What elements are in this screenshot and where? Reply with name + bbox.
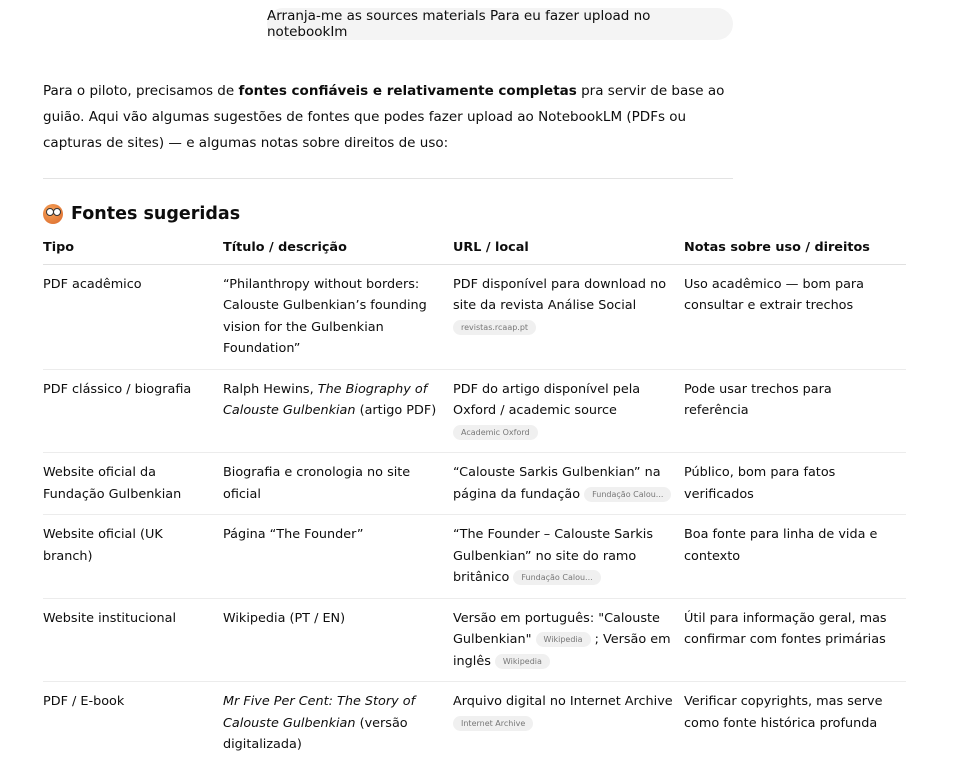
source-chip[interactable]: Wikipedia: [535, 632, 591, 647]
table-row: PDF acadêmico “Philanthropy without borde…: [43, 264, 906, 370]
header-url: URL / local: [453, 236, 684, 265]
cell-titulo: Mr Five Per Cent: The Story of Calouste …: [223, 682, 453, 765]
cell-notas: Útil para informação geral, mas confirma…: [684, 598, 906, 682]
header-notas: Notas sobre uso / direitos: [684, 236, 906, 265]
cell-url: Arquivo digital no Internet Archive Inter…: [453, 682, 684, 765]
cell-tipo: Website oficial da Fundação Gulbenkian: [43, 452, 223, 515]
cell-url: Versão em português: "Calouste Gulbenkia…: [453, 598, 684, 682]
cell-url: “The Founder – Calouste Sarkis Gulbenkia…: [453, 514, 684, 599]
header-tipo: Tipo: [43, 236, 223, 265]
cell-notas: Uso acadêmico — bom para consultar e ext…: [684, 264, 906, 370]
table-row: PDF / E-book Mr Five Per Cent: The Story …: [43, 682, 906, 765]
intro-text: Para o piloto, precisamos de: [43, 83, 239, 99]
cell-tipo: PDF / E-book: [43, 694, 125, 709]
source-chip[interactable]: Fundação Calou...: [584, 486, 672, 502]
cell-titulo: Biografia e cronologia no site oficial: [223, 452, 453, 515]
cell-url: PDF disponível para download no site da …: [453, 264, 684, 370]
cell-tipo: Website oficial (UK branch): [43, 514, 223, 599]
intro-paragraph: Para o piloto, precisamos de fontes conf…: [43, 78, 743, 156]
table-header-row: Tipo Título / descrição URL / local Nota…: [43, 236, 906, 265]
table-row: PDF clássico / biografia Ralph Hewins, Th…: [43, 369, 906, 453]
cell-url: PDF do artigo disponível pela Oxford / a…: [453, 369, 684, 453]
titulo-text: (artigo PDF): [355, 403, 437, 418]
divider: [43, 178, 733, 179]
user-message-bubble: Arranja-me as sources materials Para eu …: [267, 8, 733, 40]
cell-tipo: PDF acadêmico: [43, 264, 223, 370]
intro-text-rest: pra servir de base ao guião. Aqui vão al…: [43, 83, 725, 151]
url-text: Versão em português: "Calouste Gulbenkia…: [453, 610, 660, 648]
face-with-monocle-emoji-icon: [43, 204, 63, 224]
table-row: Website oficial (UK branch) Página “The F…: [43, 514, 906, 599]
user-message-text: Arranja-me as sources materials Para eu …: [267, 8, 651, 40]
url-text: Arquivo digital no Internet Archive: [453, 694, 673, 709]
intro-bold-text: fontes confiáveis e relativamente comple…: [238, 83, 577, 99]
titulo-text: Biografia e cronologia no site oficial: [223, 465, 411, 502]
cell-notas: Boa fonte para linha de vida e contexto: [684, 514, 906, 599]
table-row: Website institucional Wikipedia (PT / EN)…: [43, 598, 906, 682]
cell-titulo: Página “The Founder”: [223, 514, 453, 599]
titulo-text: Mr Five Per Cent: The Story of Calouste …: [223, 694, 416, 731]
cell-titulo: “Philanthropy without borders: Calouste …: [223, 264, 453, 370]
cell-tipo: PDF clássico / biografia: [43, 369, 223, 453]
titulo-text: Página “The Founder”: [223, 527, 364, 542]
cell-notas: Pode usar trechos para referência: [684, 369, 906, 453]
url-text: PDF do artigo disponível pela Oxford / a…: [453, 381, 641, 419]
url-text: PDF disponível para download no site da …: [453, 276, 667, 314]
url-text: “The Founder – Calouste Sarkis Gulbenkia…: [453, 527, 654, 585]
table-row: Website oficial da Fundação Gulbenkian Bi…: [43, 452, 906, 515]
source-chip[interactable]: Wikipedia: [494, 653, 550, 669]
titulo-text: Ralph Hewins,: [223, 381, 318, 397]
cell-titulo: Ralph Hewins, The Biography of Calouste …: [223, 369, 453, 453]
titulo-text: The Biography of Calouste Gulbenkian: [223, 381, 428, 419]
url-text: “Calouste Sarkis Gulbenkian” na página d…: [453, 465, 661, 502]
source-chip[interactable]: revistas.rcaap.pt: [453, 319, 537, 335]
sources-table: Tipo Título / descrição URL / local Nota…: [43, 236, 906, 765]
cell-url: “Calouste Sarkis Gulbenkian” na página d…: [453, 452, 684, 515]
titulo-text: Wikipedia (PT / EN): [223, 610, 346, 626]
titulo-text: “Philanthropy without borders: Calouste …: [223, 276, 427, 357]
cell-notas: Público, bom para fatos verificados: [684, 452, 906, 515]
cell-notas: Verificar copyrights, mas serve como fon…: [684, 694, 883, 731]
titulo-text: (versão digitalizada): [223, 715, 408, 753]
section-heading: Fontes sugeridas: [43, 204, 240, 224]
cell-tipo: Website institucional: [43, 598, 223, 682]
source-chip[interactable]: Academic Oxford: [453, 424, 538, 440]
source-chip[interactable]: Internet Archive: [453, 715, 534, 731]
header-titulo: Título / descrição: [223, 236, 453, 265]
cell-titulo: Wikipedia (PT / EN): [223, 598, 453, 682]
url-text: ; Versão em inglês: [453, 632, 671, 669]
section-title: Fontes sugeridas: [71, 204, 241, 224]
source-chip[interactable]: Fundação Calou...: [513, 570, 601, 585]
